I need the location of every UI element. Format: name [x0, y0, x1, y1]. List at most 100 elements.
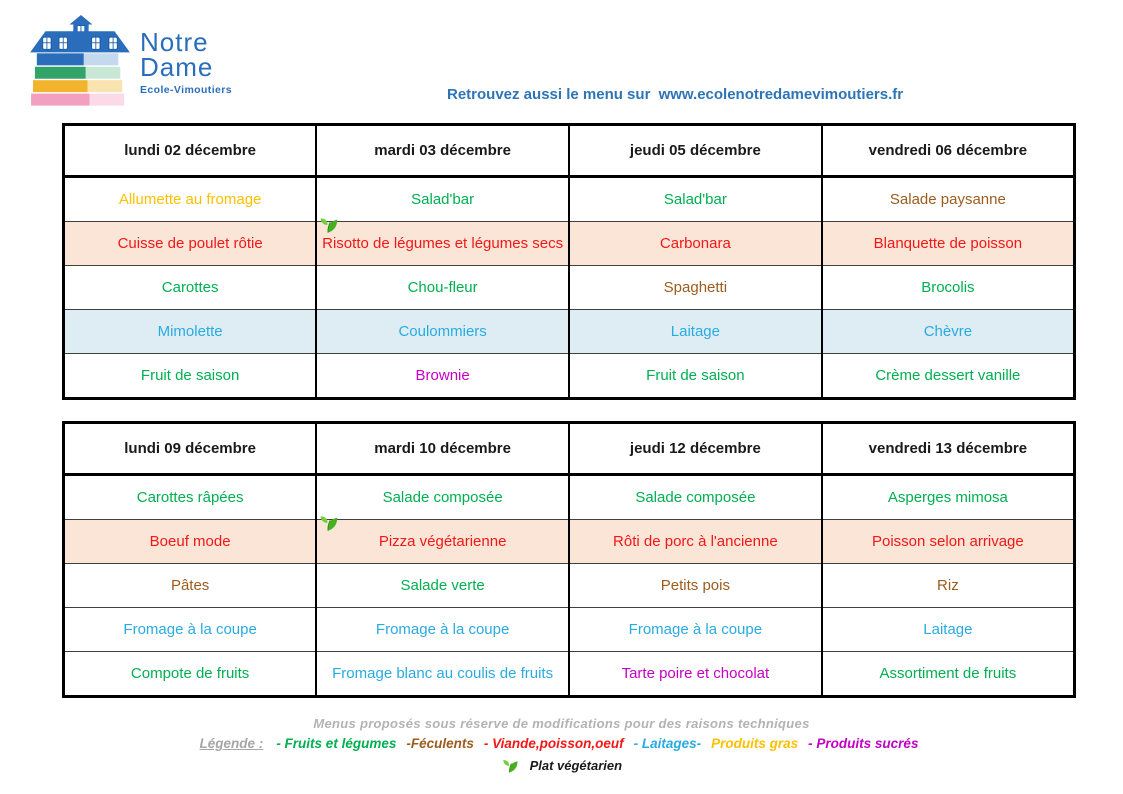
- disclaimer-note: Menus proposés sous réserve de modificat…: [313, 716, 810, 731]
- menu-item-label: Mimolette: [157, 323, 223, 340]
- menu-cell: Blanquette de poisson: [820, 221, 1075, 266]
- day-header: mardi 10 décembre: [315, 422, 569, 476]
- menu-cell: Riz: [820, 563, 1075, 608]
- menu-item-label: Pizza végétarienne: [378, 533, 507, 550]
- menu-cell: Asperges mimosa: [820, 474, 1075, 520]
- day-header: lundi 09 décembre: [63, 422, 317, 476]
- menu-row-accompagnement: Carottes Chou-fleur Spaghetti Brocolis: [63, 265, 1075, 310]
- menu-item-label: Riz: [937, 577, 959, 594]
- menu-cell: Fromage à la coupe: [63, 607, 317, 652]
- menu-cell: Chou-fleur: [315, 265, 569, 310]
- menu-item-label: Compote de fruits: [130, 665, 250, 682]
- menu-cell: Risotto de légumes et légumes secs: [315, 218, 569, 266]
- menu-row-plat-principal: Cuisse de poulet rôtie Risotto de légumes…: [63, 218, 1075, 266]
- menu-cell: Spaghetti: [568, 265, 822, 310]
- menu-cell: Pâtes: [63, 563, 317, 608]
- menu-cell: Chèvre: [820, 309, 1075, 354]
- menu-item-label: Risotto de légumes et légumes secs: [322, 235, 564, 252]
- menu-cell: Fromage à la coupe: [315, 607, 569, 652]
- legend-item: Produits gras: [711, 736, 799, 751]
- menu-item-label: Carbonara: [659, 235, 731, 252]
- day-header: vendredi 13 décembre: [820, 422, 1075, 476]
- menu-item-label: Petits pois: [660, 577, 730, 594]
- menu-item-label: Fruit de saison: [646, 367, 745, 384]
- vegetarian-leaf-icon: [318, 510, 339, 534]
- legend-item: - Fruits et légumes: [276, 736, 397, 751]
- menu-table-week2: lundi 09 décembre mardi 10 décembre jeudi …: [62, 421, 1076, 698]
- school-logo-text: Notre Dame Ecole-Vimoutiers: [140, 14, 232, 96]
- menu-cell: Laitage: [820, 607, 1075, 652]
- menu-item-label: Laitage: [923, 621, 973, 638]
- menu-item-label: Fromage à la coupe: [123, 621, 257, 638]
- menu-cell: Petits pois: [568, 563, 822, 608]
- menu-row-fromage: Mimolette Coulommiers Laitage Chèvre: [63, 309, 1075, 354]
- logo-subtitle: Ecole-Vimoutiers: [140, 84, 232, 96]
- menu-item-label: Fromage blanc au coulis de fruits: [332, 665, 554, 682]
- menu-row-fromage: Fromage à la coupe Fromage à la coupe From…: [63, 607, 1075, 652]
- menu-cell: Salad'bar: [568, 176, 822, 222]
- school-logo: Notre Dame Ecole-Vimoutiers: [30, 14, 232, 108]
- day-header: mardi 03 décembre: [315, 124, 569, 178]
- menu-item-label: Blanquette de poisson: [873, 235, 1023, 252]
- menu-item-label: Salade paysanne: [889, 191, 1006, 208]
- menu-item-label: Brocolis: [921, 279, 975, 296]
- menu-item-label: Salad'bar: [411, 191, 475, 208]
- day-header-row: lundi 09 décembre mardi 10 décembre jeudi …: [63, 422, 1075, 476]
- legend-row: Légende : - Fruits et légumes -Féculents - …: [0, 736, 1123, 751]
- menu-item-label: Tarte poire et chocolat: [621, 665, 770, 682]
- menu-cell: Tarte poire et chocolat: [568, 651, 822, 697]
- day-header: jeudi 12 décembre: [568, 422, 822, 476]
- menu-cell: Brocolis: [820, 265, 1075, 310]
- legend-item: - Laitages-: [633, 736, 702, 751]
- menu-item-label: Salade composée: [635, 489, 756, 506]
- menu-item-label: Allumette au fromage: [118, 191, 262, 208]
- menu-row-dessert: Compote de fruits Fromage blanc au coulis…: [63, 651, 1075, 697]
- vegetarian-leaf-icon: [318, 212, 339, 236]
- menu-cell: Brownie: [315, 353, 569, 399]
- legend-item: - Viande,poisson,oeuf: [483, 736, 624, 751]
- menu-item-label: Fromage à la coupe: [628, 621, 763, 638]
- menu-cell: Boeuf mode: [63, 519, 317, 564]
- vegetarian-leaf-icon: [501, 755, 519, 775]
- logo-title-line2: Dame: [140, 52, 214, 82]
- menu-cell: Salad'bar: [315, 176, 569, 222]
- menu-item-label: Poisson selon arrivage: [871, 533, 1024, 550]
- menu-item-label: Carottes râpées: [136, 489, 244, 506]
- menu-cell: Fromage à la coupe: [568, 607, 822, 652]
- menu-item-label: Fromage à la coupe: [375, 621, 510, 638]
- menu-cell: Rôti de porc à l'ancienne: [568, 519, 822, 564]
- menu-cell: Allumette au fromage: [63, 176, 317, 222]
- menu-row-dessert: Fruit de saison Brownie Fruit de saison Crè…: [63, 353, 1075, 399]
- menu-table-week1: lundi 02 décembre mardi 03 décembre jeudi …: [62, 123, 1076, 400]
- logo-title-line1: Notre: [140, 27, 209, 57]
- menu-item-label: Crème dessert vanille: [875, 367, 1021, 384]
- menu-row-entree: Allumette au fromage Salad'bar Salad'bar Sa…: [63, 176, 1075, 222]
- day-header: vendredi 06 décembre: [820, 124, 1075, 178]
- menu-cell: Salade verte: [315, 563, 569, 608]
- day-header-row: lundi 02 décembre mardi 03 décembre jeudi …: [63, 124, 1075, 178]
- menu-cell: Coulommiers: [315, 309, 569, 354]
- menu-item-label: Fruit de saison: [140, 367, 240, 384]
- menu-item-label: Rôti de porc à l'ancienne: [613, 533, 778, 550]
- legend-item: -Féculents: [406, 736, 474, 751]
- menu-cell: Mimolette: [63, 309, 317, 354]
- website-link[interactable]: www.ecolenotredamevimoutiers.fr: [658, 86, 904, 103]
- menu-row-accompagnement: Pâtes Salade verte Petits pois Riz: [63, 563, 1075, 608]
- menu-cell: Pizza végétarienne: [315, 516, 569, 564]
- menu-cell: Laitage: [568, 309, 822, 354]
- day-header: lundi 02 décembre: [63, 124, 317, 178]
- school-house-icon: [30, 14, 130, 106]
- menu-cell: Crème dessert vanille: [820, 353, 1075, 399]
- website-note: Retrouvez aussi le menu sur www.ecolenot…: [447, 86, 903, 103]
- menu-cell: Carottes râpées: [63, 474, 317, 520]
- menu-cell: Poisson selon arrivage: [820, 519, 1075, 564]
- menu-cell: Assortiment de fruits: [820, 651, 1075, 697]
- menu-cell: Salade composée: [315, 474, 569, 520]
- menu-cell: Fruit de saison: [63, 353, 317, 399]
- menu-row-plat-principal: Boeuf mode Pizza végétarienne Rôti de porc…: [63, 516, 1075, 564]
- menu-cell: Compote de fruits: [63, 651, 317, 697]
- menu-item-label: Cuisse de poulet rôtie: [117, 235, 263, 252]
- day-header: jeudi 05 décembre: [568, 124, 822, 178]
- menu-cell: Carbonara: [568, 221, 822, 266]
